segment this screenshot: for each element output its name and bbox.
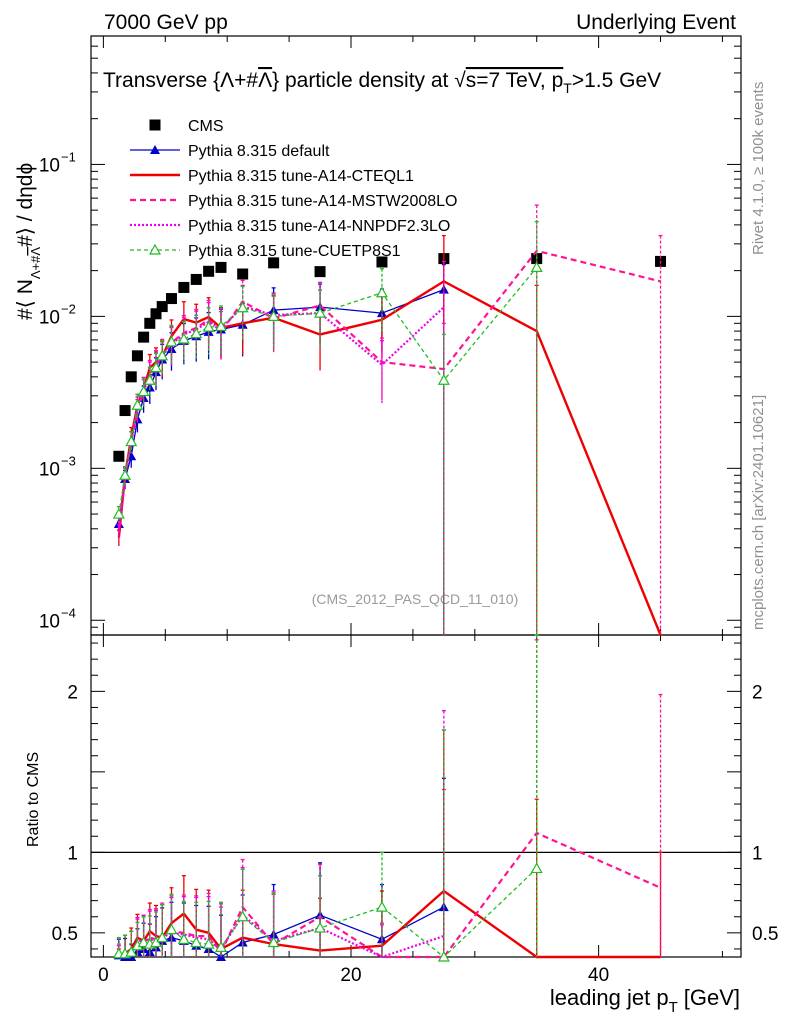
ratio-tick-label-right: 1 [752, 843, 763, 864]
x-tick-label: 40 [588, 965, 609, 986]
y-tick-label: 10 [39, 155, 60, 176]
ratio-marker-cuetp [190, 936, 203, 948]
legend-label: Pythia 8.315 tune-A14-NNPDF2.3LO [188, 218, 450, 235]
cms-data-point [165, 293, 177, 305]
ratio-marker-cuetp [214, 941, 228, 952]
ratio-tick-label-left: 0.5 [52, 924, 78, 945]
ratio-series-layer [112, 634, 663, 962]
ratio-marker-cuetp [137, 936, 150, 948]
ratio-tick-label-left: 2 [67, 682, 78, 703]
ratio-marker-cuetp [437, 950, 450, 962]
series-marker-cuetp [156, 349, 169, 361]
y-tick-exponent: −2 [61, 301, 76, 316]
cms-data-point [125, 371, 137, 383]
cms-data-point [237, 268, 249, 280]
ratio-marker-cuetp [530, 862, 543, 874]
series-line-mstw [117, 249, 661, 529]
ratio-marker-cuetp [156, 931, 169, 943]
header-process: Underlying Event [576, 11, 736, 34]
series-marker-cuetp [143, 373, 156, 385]
legend-marker-cuetp [148, 243, 162, 255]
cms-data-point [113, 450, 125, 462]
series-line-nnpdf [117, 305, 445, 533]
legend-label: CMS [188, 118, 224, 135]
cms-data-point [215, 261, 227, 273]
x-tick-label: 20 [340, 965, 361, 986]
analysis-watermark: (CMS_2012_PAS_QCD_11_010) [312, 591, 519, 607]
y-axis-label: #⟨ NΛ+#Λ#⟩ / dηdϕ [14, 163, 43, 320]
legend: CMS Pythia 8.315 default Pythia 8.315 tune… [130, 118, 457, 260]
cms-data-point [203, 265, 215, 277]
ratio-tick-label-right: 2 [752, 682, 763, 703]
series-marker-cuetp [131, 399, 144, 410]
y-tick-label: 10 [39, 307, 60, 328]
cms-data-point [144, 317, 156, 329]
legend-label: Pythia 8.315 tune-A14-MSTW2008LO [188, 193, 457, 210]
main-series-layer [112, 204, 667, 636]
cms-data-point [190, 273, 202, 285]
series-marker-cuetp [214, 320, 228, 331]
legend-label: Pythia 8.315 default [188, 143, 330, 160]
header-energy: 7000 GeV pp [104, 11, 228, 34]
ratio-line-cteq [118, 889, 661, 959]
ratio-marker-cuetp [267, 936, 280, 948]
y-tick-exponent: −3 [61, 453, 76, 468]
cms-data-point [376, 256, 388, 268]
legend-label: Pythia 8.315 tune-CUETP8S1 [188, 243, 401, 260]
ratio-marker-cuetp [236, 910, 249, 922]
ratio-marker-cuetp [165, 923, 178, 935]
series-marker-cuetp [437, 373, 450, 385]
series-marker-cuetp [177, 332, 190, 344]
cms-data-point [131, 350, 143, 362]
y-tick-label: 10 [39, 611, 60, 632]
ratio-marker-cuetp [314, 921, 327, 933]
cms-data-point [138, 331, 150, 343]
y-tick-exponent: −1 [61, 149, 76, 164]
y-tick-exponent: −4 [61, 605, 76, 620]
ratio-line-nnpdf [118, 913, 445, 959]
ratio-tick-label-left: 1 [67, 843, 78, 864]
series-marker-cuetp [375, 286, 388, 298]
series-line-default [118, 289, 445, 525]
ratio-marker-cuetp [202, 937, 215, 949]
x-axis-label: leading jet pT [GeV] [550, 985, 740, 1016]
ratio-y-axis-label: Ratio to CMS [25, 752, 42, 847]
series-marker-cuetp [267, 310, 280, 321]
rivet-version-label: Rivet 4.1.0, ≥ 100k events [750, 82, 767, 255]
cms-data-point [119, 405, 131, 417]
series-marker-cuetp [125, 435, 138, 447]
series-line-cuetp [118, 266, 538, 515]
series-marker-cuetp [137, 385, 150, 397]
ratio-marker-cuetp [375, 900, 388, 912]
ratio-tick-label-right: 0.5 [752, 924, 778, 945]
legend-label: Pythia 8.315 tune-A14-CTEQL1 [188, 168, 414, 185]
cms-data-point [314, 266, 326, 278]
ratio-marker-cuetp [177, 933, 190, 944]
plot-title: Transverse {Λ+#Λ} particle density at √s… [103, 69, 661, 96]
x-tick-label: 0 [98, 965, 109, 986]
legend-marker-default [150, 145, 160, 154]
cms-data-point [156, 301, 168, 313]
series-marker-cuetp [202, 320, 215, 332]
mcplots-credit-label: mcplots.cern.ch [arXiv:2401.10621] [750, 395, 767, 630]
series-marker-cuetp [314, 306, 327, 318]
series-marker-cuetp [190, 327, 203, 339]
series-marker-cuetp [236, 301, 249, 313]
series-marker-cuetp [112, 507, 125, 519]
series-marker-cuetp [530, 261, 543, 273]
legend-marker-cms [149, 119, 161, 131]
ratio-marker-cuetp [125, 945, 138, 957]
cms-data-point [150, 308, 162, 320]
y-tick-label: 10 [39, 459, 60, 480]
series-marker-cuetp [119, 469, 132, 480]
cms-data-point [268, 257, 280, 269]
series-marker-cuetp [165, 335, 178, 347]
cms-data-point [178, 281, 190, 293]
series-marker-cuetp [149, 361, 163, 373]
ratio-plot-frame [90, 634, 742, 958]
